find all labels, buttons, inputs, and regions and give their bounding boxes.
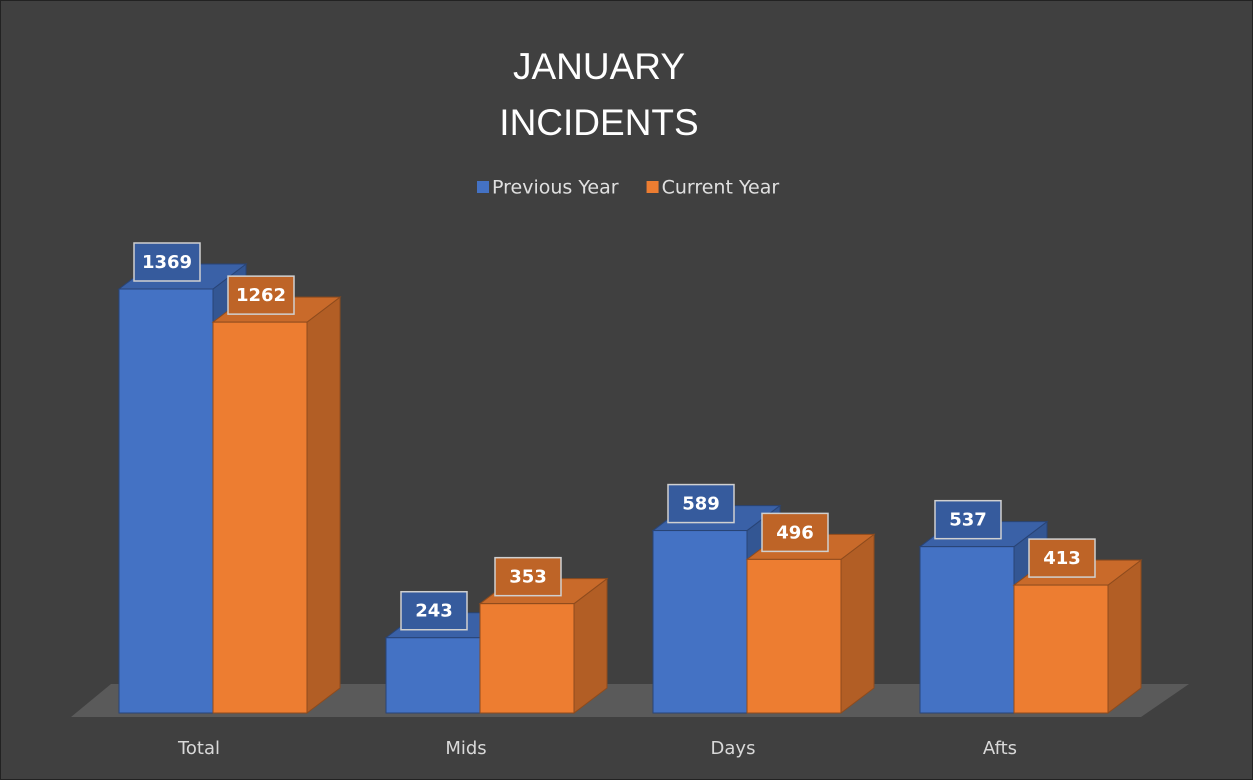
data-label-box <box>934 499 1002 540</box>
legend-label: Previous Year <box>492 177 619 199</box>
data-label: 353 <box>509 567 547 588</box>
floor <box>71 684 1189 717</box>
data-label: 413 <box>1043 548 1081 569</box>
bar-front <box>652 530 748 714</box>
bar-front <box>385 637 481 714</box>
bar-front <box>919 546 1015 714</box>
bar-front <box>118 288 214 714</box>
x-tick-label: Mids <box>445 738 486 759</box>
legend-label: Current Year <box>662 177 780 199</box>
bar-front <box>746 558 842 714</box>
bar-side <box>840 533 875 715</box>
bar <box>478 577 609 715</box>
bar-front <box>212 321 308 714</box>
legend-swatch <box>646 181 659 193</box>
data-label: 589 <box>682 494 720 515</box>
x-tick-label: Afts <box>983 738 1017 759</box>
data-label-box <box>227 275 295 315</box>
chart-title: JANUARY INCIDENTS <box>499 46 699 143</box>
x-tick-label: Total <box>177 738 220 759</box>
bar-front <box>479 603 575 714</box>
data-label: 1369 <box>142 252 192 273</box>
legend-swatch <box>477 181 489 193</box>
x-tick-label: Days <box>711 738 756 759</box>
data-label: 1262 <box>236 285 286 306</box>
bar-front <box>1013 584 1109 714</box>
data-label-box <box>1028 538 1096 578</box>
data-label-box <box>667 483 735 524</box>
data-label-box <box>494 556 562 597</box>
data-label: 496 <box>776 522 814 543</box>
bar <box>745 533 876 715</box>
bar-side <box>306 296 341 715</box>
data-label: 243 <box>415 601 453 622</box>
bar-side <box>1107 559 1142 715</box>
data-label: 537 <box>949 510 987 531</box>
bar <box>1012 559 1143 715</box>
bar <box>211 296 342 715</box>
data-label-box <box>133 242 201 282</box>
data-label-box <box>400 590 468 631</box>
data-label-box <box>761 512 829 553</box>
